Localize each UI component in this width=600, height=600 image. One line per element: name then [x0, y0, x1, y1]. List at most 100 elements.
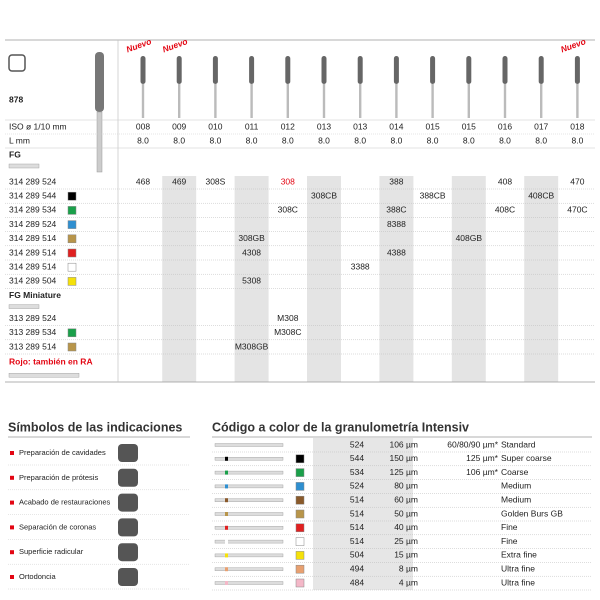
color-code [67, 191, 77, 201]
grit-grade: Super coarse [501, 453, 552, 463]
color-code [67, 262, 77, 272]
iso-size: 013 [317, 121, 331, 131]
grit-size: 50 µm [394, 508, 418, 518]
tool-icon [214, 443, 284, 447]
tool-ring [225, 539, 228, 544]
grit-grade: Ultra fine [501, 563, 535, 573]
indication: Preparación de prótesis [19, 473, 98, 482]
grit-code: 514 [350, 522, 364, 532]
tool-ring [225, 553, 228, 558]
grit-code: 504 [350, 550, 364, 560]
label: L mm [9, 135, 30, 145]
iso-size: 008 [136, 121, 150, 131]
bur-head [357, 56, 363, 84]
order-code: 314 289 534 [9, 205, 57, 215]
length: 8.0 [318, 135, 330, 145]
ra-icon [8, 373, 80, 378]
iso-size: 009 [172, 121, 186, 131]
new-badge: Nuevo [161, 36, 189, 54]
section-title: FG [9, 149, 21, 159]
bur-head [285, 56, 291, 84]
grit-size: 150 µm [389, 453, 418, 463]
color-code [67, 277, 77, 286]
grit-grade: Extra fine [501, 550, 537, 560]
bur-neck [322, 84, 326, 118]
bur-head [212, 56, 218, 84]
bur-neck [359, 84, 362, 118]
iso-size: 011 [245, 121, 259, 131]
bur-shank [96, 111, 103, 173]
product-code: 408C [495, 205, 515, 215]
bur-neck [214, 84, 217, 118]
color-code [295, 509, 305, 519]
color-code [295, 564, 305, 574]
iso-size: 017 [534, 121, 548, 131]
color-code [295, 454, 305, 464]
length: 8.0 [209, 135, 221, 145]
color-code [295, 551, 305, 560]
iso-size: 014 [389, 121, 403, 131]
column-stripe [307, 176, 341, 382]
grit-grade: Fine [501, 536, 518, 546]
color-code [67, 342, 77, 352]
product-code: M308GB [235, 341, 269, 351]
tool-icon [214, 539, 284, 544]
iso-size: 016 [498, 121, 512, 131]
grit-note: 106 µm* [466, 467, 499, 477]
color-code [295, 537, 305, 546]
bur-head [574, 56, 580, 84]
bur-neck [467, 84, 470, 118]
product-code: 408GB [456, 233, 483, 243]
color-code [67, 328, 77, 338]
grit-grade: Standard [501, 439, 536, 449]
product-code: 308S [205, 176, 225, 186]
order-code: 314 289 514 [9, 261, 57, 271]
bullet [10, 575, 14, 579]
grit-size: 25 µm [394, 536, 418, 546]
order-code: 314 289 544 [9, 190, 57, 200]
order-code: 313 289 534 [9, 327, 57, 337]
grit-grade: Fine [501, 522, 518, 532]
product-code: 308GB [238, 233, 265, 243]
product-number: 878 [9, 94, 23, 104]
section-heading: Código a color de la granulometría Inten… [212, 420, 469, 434]
length: 8.0 [354, 135, 366, 145]
product-code: 3388 [351, 261, 370, 271]
product-code: 408 [498, 176, 512, 186]
indication: Separación de coronas [19, 522, 96, 531]
length: 8.0 [499, 135, 511, 145]
grit-size: 125 µm [389, 467, 418, 477]
grit-grade: Medium [501, 481, 531, 491]
grit-size: 106 µm [389, 439, 418, 449]
column-stripe [162, 176, 197, 382]
bur-head [466, 56, 472, 84]
order-code: 314 289 504 [9, 276, 57, 286]
tool-icon [214, 567, 284, 571]
product-code: 388CB [420, 190, 446, 200]
product-code: M308C [274, 327, 301, 337]
indication: Preparación de cavidades [19, 448, 106, 457]
column-stripe [379, 176, 414, 382]
color-code [295, 578, 305, 588]
product-code: 4388 [387, 247, 406, 257]
color-code [67, 248, 77, 258]
indication-icon [118, 493, 138, 512]
label: ISO ø 1/10 mm [9, 121, 67, 131]
product-code: 308CB [311, 190, 337, 200]
grit-size: 15 µm [394, 550, 418, 560]
bur-image [95, 52, 104, 112]
tool-icon [214, 484, 284, 489]
bur-neck [286, 84, 289, 118]
bur-neck [141, 84, 145, 118]
new-badge: Nuevo [559, 36, 587, 54]
product-code: 470C [567, 205, 587, 215]
product-code: 470 [570, 176, 584, 186]
column-stripe [234, 176, 269, 382]
iso-size: 018 [570, 121, 584, 131]
product-code: 4308 [242, 247, 261, 257]
iso-size: 015 [462, 121, 476, 131]
grit-code: 514 [350, 494, 364, 504]
grit-size: 60 µm [394, 494, 418, 504]
tool-icon [214, 581, 284, 585]
